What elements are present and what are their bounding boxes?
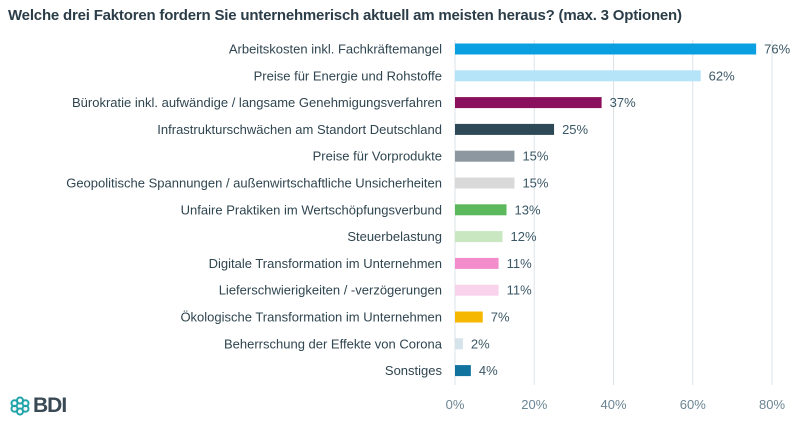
value-label: 62% — [709, 68, 735, 83]
bar — [455, 284, 499, 296]
category-label: Bürokratie inkl. aufwändige / langsame G… — [72, 95, 442, 110]
value-label: 15% — [522, 149, 548, 164]
bar — [455, 231, 503, 243]
x-tick-label: 80% — [759, 397, 785, 412]
category-label: Geopolitische Spannungen / außenwirtscha… — [66, 176, 442, 191]
bar — [455, 338, 463, 350]
value-label: 13% — [515, 202, 541, 217]
x-tick-label: 60% — [680, 397, 706, 412]
value-label: 12% — [511, 229, 537, 244]
bdi-logo-icon — [10, 396, 30, 416]
chart-title: Welche drei Faktoren fordern Sie unterne… — [8, 7, 682, 24]
bar — [455, 204, 507, 216]
category-label: Lieferschwierigkeiten / -verzögerungen — [219, 283, 442, 298]
bar — [455, 43, 757, 55]
value-label: 11% — [507, 256, 532, 271]
bar — [455, 365, 471, 377]
x-tick-label: 40% — [600, 397, 626, 412]
value-label: 76% — [764, 42, 790, 57]
category-label: Sonstiges — [385, 363, 443, 378]
category-label: Preise für Vorprodukte — [313, 149, 442, 164]
category-label: Preise für Energie und Rohstoffe — [254, 68, 442, 83]
value-label: 7% — [491, 310, 510, 325]
value-label: 25% — [562, 122, 588, 137]
bdi-logo: BDI — [10, 394, 67, 418]
value-label: 37% — [610, 95, 636, 110]
bar — [455, 150, 515, 162]
bdi-logo-text: BDI — [33, 394, 67, 417]
bar — [455, 70, 701, 82]
category-label: Digitale Transformation im Unternehmen — [209, 256, 442, 271]
category-label: Ökologische Transformation im Unternehme… — [180, 310, 442, 325]
x-tick-label: 20% — [521, 397, 547, 412]
value-label: 15% — [522, 176, 548, 191]
category-label: Unfaire Praktiken im Wertschöpfungsverbu… — [181, 202, 442, 217]
value-label: 4% — [479, 363, 498, 378]
bar — [455, 123, 555, 135]
bar — [455, 311, 483, 323]
bar — [455, 177, 515, 189]
bar — [455, 257, 499, 269]
category-label: Beherrschung der Effekte von Corona — [224, 336, 443, 351]
bar — [455, 97, 602, 109]
category-label: Arbeitskosten inkl. Fachkräftemangel — [229, 42, 442, 57]
category-label: Steuerbelastung — [347, 229, 442, 244]
value-label: 11% — [507, 283, 532, 298]
x-tick-label: 0% — [446, 397, 465, 412]
value-label: 2% — [471, 336, 490, 351]
category-label: Infrastrukturschwächen am Standort Deuts… — [157, 122, 442, 137]
